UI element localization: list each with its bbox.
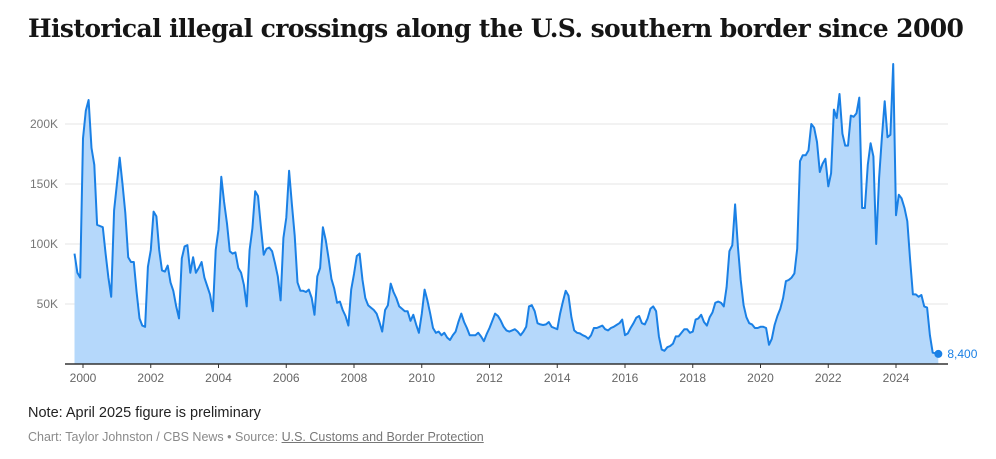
x-tick-label: 2006 — [273, 371, 300, 385]
x-tick-label: 2018 — [679, 371, 706, 385]
chart-note: Note: April 2025 figure is preliminary — [28, 405, 261, 421]
end-point-marker[interactable] — [934, 349, 943, 358]
x-tick-label: 2014 — [544, 371, 571, 385]
x-tick-label: 2012 — [476, 371, 503, 385]
y-tick-label: 200K — [30, 117, 58, 131]
x-tick-label: 2000 — [70, 371, 97, 385]
credit-text: Chart: Taylor Johnston / CBS News • Sour… — [28, 430, 282, 444]
area-fill — [74, 64, 939, 364]
x-tick-label: 2024 — [883, 371, 910, 385]
y-tick-label: 100K — [30, 237, 58, 251]
end-point-label: 8,400 — [947, 347, 977, 361]
x-tick-label: 2008 — [341, 371, 368, 385]
y-tick-label: 50K — [37, 297, 58, 311]
x-tick-label: 2010 — [408, 371, 435, 385]
x-tick-label: 2022 — [815, 371, 842, 385]
chart-title: Historical illegal crossings along the U… — [28, 14, 964, 43]
x-tick-label: 2002 — [137, 371, 164, 385]
series-line — [73, 63, 939, 355]
chart-svg: 50K 100K 150K 200K 2000 2002 2004 2006 2008 2010… — [30, 63, 978, 385]
y-tick-label: 150K — [30, 177, 58, 191]
chart-credit: Chart: Taylor Johnston / CBS News • Sour… — [28, 430, 484, 444]
x-tick-label: 2004 — [205, 371, 232, 385]
x-axis-ticks: 2000 2002 2004 2006 2008 2010 2012 2014 2016 2018… — [70, 364, 910, 385]
y-axis-ticks: 50K 100K 150K 200K — [30, 117, 58, 311]
source-link[interactable]: U.S. Customs and Border Protection — [281, 430, 484, 444]
x-tick-label: 2020 — [747, 371, 774, 385]
x-tick-label: 2016 — [612, 371, 639, 385]
